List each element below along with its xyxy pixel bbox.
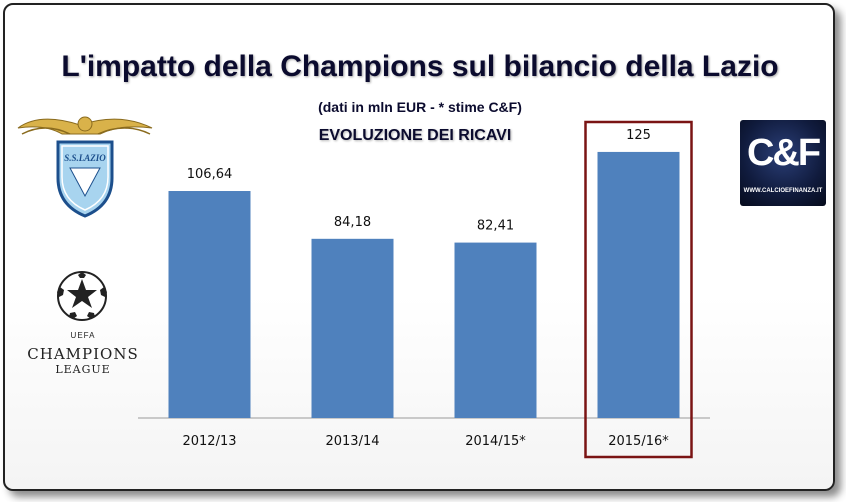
chart-title: L'impatto della Champions sul bilancio d… <box>61 50 779 83</box>
value-label-4: 125 <box>626 128 651 143</box>
category-label-2: 2013/14 <box>325 434 379 449</box>
bar-4 <box>597 151 680 418</box>
section-title: EVOLUZIONE DEI RICAVI <box>318 127 512 144</box>
value-label-2: 84,18 <box>334 215 371 230</box>
category-label-1: 2012/13 <box>182 434 236 449</box>
chart-subtitle: (dati in mln EUR - * stime C&F) <box>318 99 522 115</box>
value-label-1: 106,64 <box>187 167 233 182</box>
league-text: LEAGUE <box>55 363 111 376</box>
cf-logo: C&F WWW.CALCIOEFINANZA.IT <box>740 120 826 206</box>
value-label-3: 82,41 <box>477 219 514 234</box>
cf-logo-text: C&F <box>746 132 821 174</box>
bar-3 <box>454 242 537 418</box>
uefa-text: UEFA <box>70 331 96 340</box>
cf-logo-url: WWW.CALCIOEFINANZA.IT <box>743 188 823 194</box>
category-label-4: 2015/16* <box>608 434 669 449</box>
bar-2 <box>311 238 394 418</box>
starball-icon <box>57 271 107 321</box>
lazio-eagle-crest-icon: S.S.LAZIO <box>17 116 153 218</box>
champions-text: CHAMPIONS <box>27 345 139 363</box>
bar-1 <box>168 191 251 418</box>
category-label-3: 2014/15* <box>465 434 526 449</box>
lazio-crest-text: S.S.LAZIO <box>64 153 106 163</box>
chart-frame <box>3 3 835 491</box>
highlight-box <box>584 120 693 459</box>
